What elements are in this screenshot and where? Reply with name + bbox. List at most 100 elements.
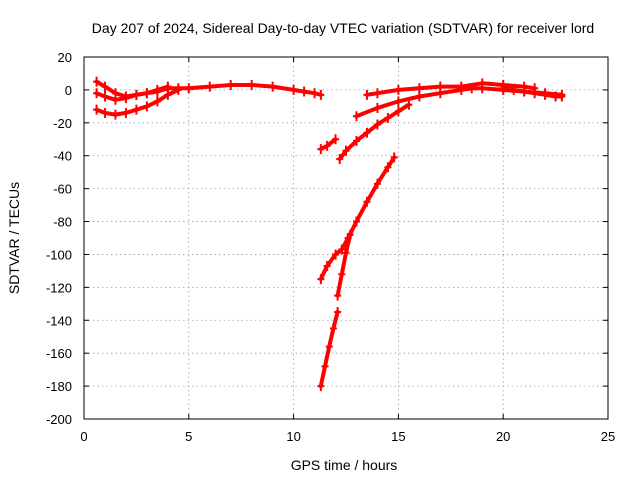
data-point (373, 178, 381, 189)
y-tick-label: -160 (46, 346, 72, 361)
data-point (329, 323, 337, 334)
grid-layer (84, 57, 608, 419)
series-line-4 (318, 137, 338, 152)
data-point (552, 91, 560, 102)
chart-title: Day 207 of 2024, Sidereal Day-to-day VTE… (92, 20, 594, 36)
data-point (384, 162, 392, 173)
y-tick-label: 0 (65, 83, 72, 98)
data-point (325, 341, 333, 352)
data-point (342, 145, 350, 156)
data-point (206, 81, 214, 92)
series-line-5 (337, 102, 411, 161)
data-point (132, 89, 140, 100)
x-tick-label: 10 (286, 429, 300, 444)
data-point (394, 96, 402, 107)
data-point (457, 81, 465, 92)
data-point (122, 93, 130, 104)
data-point (164, 89, 172, 100)
data-point (93, 104, 101, 115)
data-point (111, 109, 119, 120)
data-point (352, 111, 360, 122)
data-point (352, 135, 360, 146)
data-point (342, 247, 350, 258)
data-point (143, 88, 151, 99)
data-point (321, 361, 329, 372)
data-point (520, 86, 528, 97)
data-point (394, 106, 402, 117)
data-point (336, 154, 344, 165)
data-point (323, 140, 331, 151)
data-point (390, 152, 398, 163)
data-point (363, 127, 371, 138)
y-axis-label: SDTVAR / TECUs (6, 182, 22, 294)
data-point (317, 89, 325, 100)
data-point (101, 107, 109, 118)
plot-frame (83, 56, 609, 420)
ticks-layer: 20 0 -20 -40 -60 -80 -100 -120 -140 -160 -180 -200 0… (46, 50, 615, 444)
y-tick-label: -60 (53, 182, 72, 197)
data-point (405, 99, 413, 110)
data-point (334, 290, 342, 301)
data-point (558, 91, 566, 102)
data-point (317, 144, 325, 155)
data-point (101, 81, 109, 92)
data-point (311, 88, 319, 99)
x-tick-label: 15 (391, 429, 405, 444)
data-point (153, 84, 161, 95)
x-tick-label: 5 (185, 429, 192, 444)
data-point (227, 79, 235, 90)
data-point (269, 81, 277, 92)
data-point (101, 91, 109, 102)
data-point (290, 84, 298, 95)
data-point (185, 83, 193, 94)
data-point (373, 103, 381, 114)
data-point (478, 78, 486, 89)
y-tick-label: -20 (53, 116, 72, 131)
data-point (338, 269, 346, 280)
x-axis-label: GPS time / hours (291, 457, 398, 473)
data-point (338, 244, 346, 255)
x-tick-label: 0 (80, 429, 87, 444)
x-tick-label: 25 (601, 429, 615, 444)
data-point (436, 81, 444, 92)
data-point (93, 76, 101, 87)
data-point (415, 83, 423, 94)
data-point (510, 84, 518, 95)
data-point (531, 88, 539, 99)
y-tick-label: -140 (46, 313, 72, 328)
y-tick-label: -40 (53, 149, 72, 164)
series-layer (93, 76, 566, 392)
series-line-1 (94, 79, 323, 99)
y-tick-label: 20 (58, 50, 72, 65)
y-tick-label: -200 (46, 412, 72, 427)
data-point (334, 307, 342, 318)
x-tick-label: 20 (496, 429, 510, 444)
data-point (352, 216, 360, 227)
y-tick-label: -80 (53, 215, 72, 230)
data-point (153, 96, 161, 107)
data-point (499, 83, 507, 94)
y-tick-label: -120 (46, 280, 72, 295)
y-tick-label: -180 (46, 379, 72, 394)
data-point (93, 88, 101, 99)
data-point (248, 79, 256, 90)
data-point (384, 112, 392, 123)
data-point (363, 89, 371, 100)
data-point (111, 94, 119, 105)
data-point (122, 107, 130, 118)
data-point (332, 134, 340, 145)
data-point (317, 274, 325, 285)
data-point (541, 89, 549, 100)
data-point (300, 86, 308, 97)
data-point (317, 381, 325, 392)
data-point (363, 196, 371, 207)
data-point (394, 84, 402, 95)
data-point (132, 104, 140, 115)
y-tick-label: -100 (46, 247, 72, 262)
data-point (323, 260, 331, 271)
data-point (346, 229, 354, 240)
series-line-8 (335, 232, 353, 298)
series-line-6 (318, 155, 397, 282)
data-point (373, 88, 381, 99)
